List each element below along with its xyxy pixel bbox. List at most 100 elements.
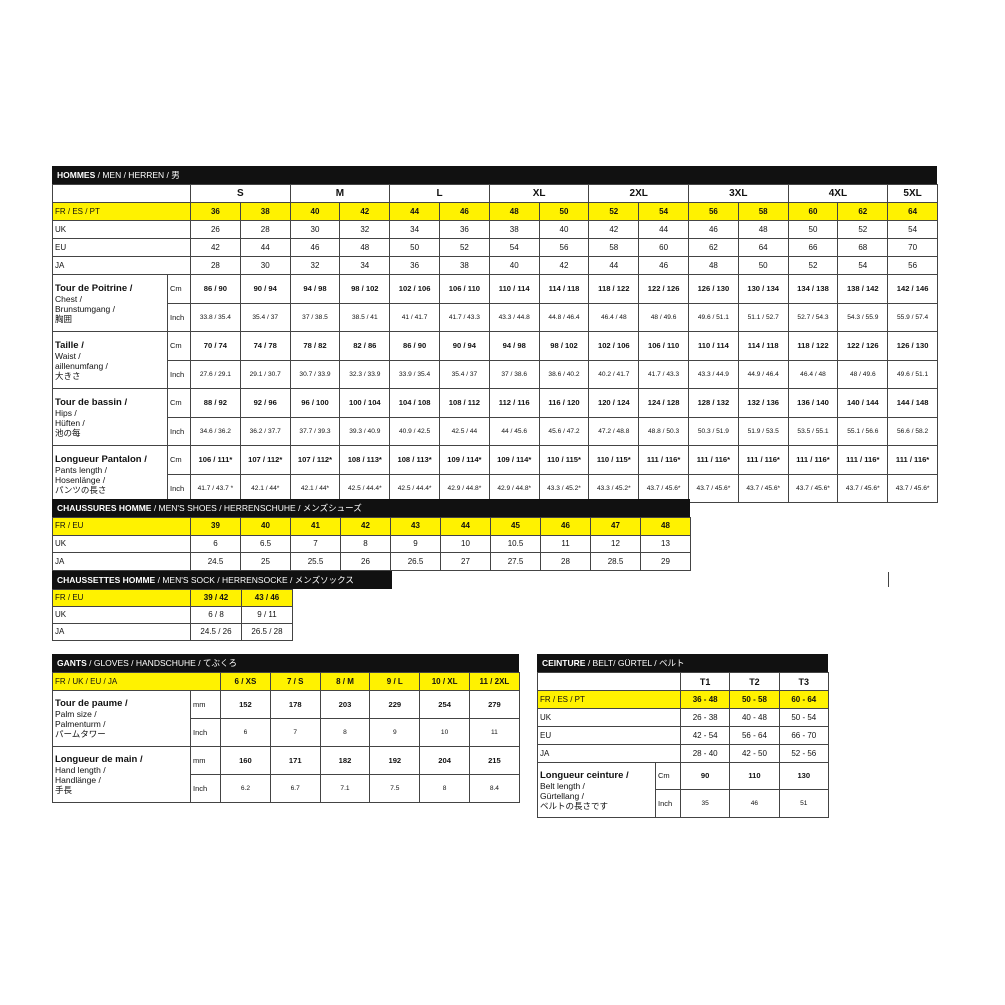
value-cell: 26 xyxy=(190,220,241,239)
value-cell: 8 xyxy=(319,718,371,747)
value-cell: 55.9 / 57.4 xyxy=(887,303,938,332)
value-cell: 44 xyxy=(588,256,640,275)
value-cell: 111 / 116* xyxy=(688,445,739,475)
value-cell: 7.5 xyxy=(369,774,421,803)
value-cell: 82 / 86 xyxy=(339,331,391,361)
measure-label: Tour de paume / Palm size / Palmenturm / パー… xyxy=(52,690,191,747)
value-cell: 28 xyxy=(540,552,591,572)
value-cell: 62 xyxy=(837,202,889,221)
value-cell: 58 xyxy=(737,202,789,221)
value-cell: 50 xyxy=(787,220,839,239)
value-cell: 42 xyxy=(588,220,640,239)
value-cell: 33.8 / 35.4 xyxy=(190,303,241,332)
value-cell: 122 / 126 xyxy=(638,274,689,304)
size-header: 2XL xyxy=(588,184,689,203)
value-cell: 109 / 114* xyxy=(488,445,540,475)
value-cell: 110 / 114 xyxy=(488,274,540,304)
value-cell: 53.5 / 55.1 xyxy=(787,417,839,446)
table-row: Tour de bassin / Hips / Hüften / 池の每 Cm 88 / … xyxy=(52,388,938,446)
value-cell: 33.9 / 35.4 xyxy=(389,360,440,389)
value-cell: 47.2 / 48.8 xyxy=(588,417,640,446)
value-cell: 38.6 / 40.2 xyxy=(538,360,590,389)
value-cell: 114 / 118 xyxy=(538,274,590,304)
value-cell: 43.7 / 45.6* xyxy=(787,474,839,503)
title-bold: CHAUSSETTES HOMME xyxy=(57,575,156,585)
value-cell: 138 / 142 xyxy=(837,274,889,304)
label-line: パームタワー xyxy=(55,729,106,739)
value-cell: 279 xyxy=(469,690,520,719)
table-row: Inch 33.8 / 35.4 35.4 / 37 37 / 38.5 38.5 / … xyxy=(53,303,938,332)
row-label: UK xyxy=(52,606,191,624)
value-cell: 142 / 146 xyxy=(887,274,938,304)
divider xyxy=(888,572,889,587)
label-line: Palmenturm / xyxy=(55,719,106,729)
value-cell: 110 / 115* xyxy=(538,445,590,475)
value-cell: 52 xyxy=(439,238,490,257)
label-line: 手長 xyxy=(55,785,73,795)
label-line: ベルトの長さです xyxy=(540,800,609,811)
value-cell: 35.4 / 37 xyxy=(239,303,291,332)
value-cell: 132 / 136 xyxy=(737,388,789,418)
value-cell: 90 / 94 xyxy=(439,331,490,361)
value-cell: 27.5 xyxy=(490,552,541,572)
value-cell: 52 xyxy=(588,202,640,221)
size-header: S xyxy=(190,184,291,203)
value-cell: 9 / 11 xyxy=(241,606,293,624)
value-cell: 39 / 42 xyxy=(190,589,242,607)
value-cell: 50 - 58 xyxy=(729,690,780,709)
measure-label: Taille / Waist / aillenumfang / 大きさ xyxy=(52,331,168,389)
value-cell: 192 xyxy=(369,746,421,775)
value-cell: 48 xyxy=(640,517,691,536)
label-heading: Longueur Pantalon / xyxy=(55,453,147,465)
value-cell: 44 / 45.6 xyxy=(488,417,540,446)
unit-label: Inch xyxy=(167,474,191,503)
measure-label: Longueur Pantalon / Pants length / Hosenlä… xyxy=(52,445,168,503)
value-cell: 25 xyxy=(240,552,291,572)
value-cell: 8.4 xyxy=(469,774,520,803)
value-cell: 41 / 41.7 xyxy=(389,303,440,332)
size-header: T3 xyxy=(778,672,829,691)
value-cell: 102 / 106 xyxy=(588,331,640,361)
value-cell: 109 / 114* xyxy=(439,445,490,475)
value-cell: 10 / XL xyxy=(419,672,470,691)
value-cell: 54 xyxy=(638,202,689,221)
value-cell: 55.1 / 56.6 xyxy=(837,417,889,446)
table-row: Inch 41.7 / 43.7 * 42.1 / 44* 42.1 / 44* 42.… xyxy=(53,474,938,503)
value-cell: 27.6 / 29.1 xyxy=(190,360,241,389)
size-header: L xyxy=(389,184,490,203)
value-cell: 38 xyxy=(239,202,291,221)
size-header: M xyxy=(289,184,391,203)
table-row: UK 26 - 38 40 - 48 50 - 54 xyxy=(537,708,829,727)
value-cell: 54.3 / 55.9 xyxy=(837,303,889,332)
value-cell: 12 xyxy=(590,534,641,554)
label-line: 胸囲 xyxy=(55,313,73,324)
value-cell: 26 xyxy=(340,552,391,572)
table-row: UK 26 28 30 32 34 36 38 40 42 44 46 48 50 52 54 xyxy=(52,220,938,239)
value-cell: 26.5 xyxy=(390,552,441,572)
value-cell: 46 xyxy=(729,789,780,818)
value-cell: 130 xyxy=(778,762,829,790)
unit-label: mm xyxy=(189,690,222,719)
unit-label: Inch xyxy=(655,789,681,818)
value-cell: 51.9 / 53.5 xyxy=(737,417,789,446)
value-cell: 26 - 38 xyxy=(679,708,731,727)
row-label: JA xyxy=(52,256,191,275)
unit-label: Cm xyxy=(167,331,191,361)
label-line: aillenumfang / xyxy=(55,360,108,371)
table-row: FR / ES / PT 36 - 48 50 - 58 60 - 64 xyxy=(537,690,829,709)
value-cell: 43.7 / 45.6* xyxy=(737,474,789,503)
unit-label: Cm xyxy=(167,274,191,304)
value-cell: 60 xyxy=(638,238,689,257)
title-rest: / MEN / HERREN / 男 xyxy=(95,170,180,180)
shoes-table: FR / EU 39 40 41 42 43 44 45 46 47 48 UK 6 6.5 7 8 9 10 10… xyxy=(52,517,691,572)
value-cell: 42 - 50 xyxy=(729,744,780,763)
value-cell: 64 xyxy=(737,238,789,257)
value-cell: 118 / 122 xyxy=(787,331,839,361)
value-cell: 48 xyxy=(339,238,391,257)
value-cell: 29.1 / 30.7 xyxy=(239,360,291,389)
value-cell: 41.7 / 43.3 xyxy=(638,360,689,389)
table-row: UK 6 6.5 7 8 9 10 10.5 11 12 13 xyxy=(52,534,691,554)
value-cell: 46 xyxy=(540,517,591,536)
measure-label: Longueur ceinture / Belt length / Gürtella… xyxy=(537,762,656,818)
value-cell: 60 xyxy=(787,202,839,221)
